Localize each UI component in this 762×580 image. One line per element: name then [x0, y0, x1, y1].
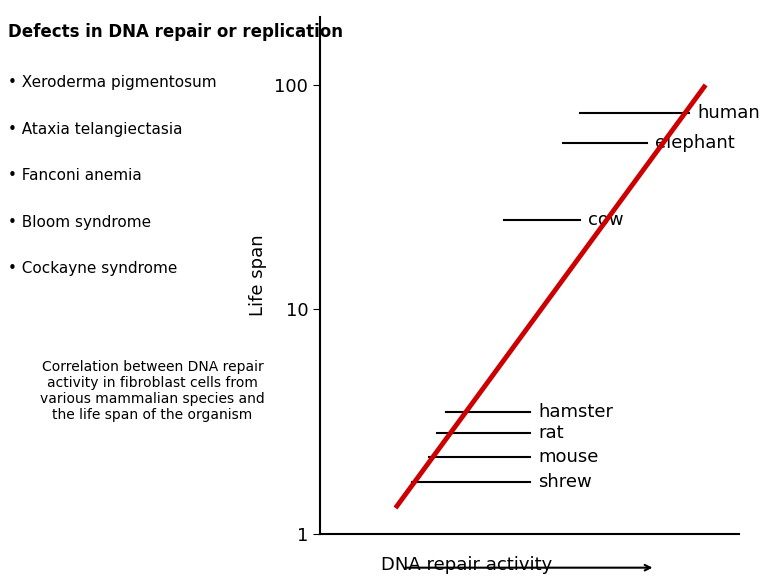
Text: rat: rat [538, 425, 564, 443]
Text: • Cockayne syndrome: • Cockayne syndrome [8, 261, 177, 276]
Text: • Ataxia telangiectasia: • Ataxia telangiectasia [8, 122, 182, 137]
Text: Correlation between DNA repair
activity in fibroblast cells from
various mammali: Correlation between DNA repair activity … [40, 360, 264, 422]
Text: shrew: shrew [538, 473, 592, 491]
Text: • Xeroderma pigmentosum: • Xeroderma pigmentosum [8, 75, 216, 90]
Text: mouse: mouse [538, 448, 598, 466]
Y-axis label: Life span: Life span [249, 235, 267, 316]
Text: elephant: elephant [655, 134, 735, 152]
Text: human: human [697, 104, 760, 122]
Text: hamster: hamster [538, 403, 613, 420]
Text: • Fanconi anemia: • Fanconi anemia [8, 168, 142, 183]
Text: cow: cow [588, 211, 624, 229]
Text: • Bloom syndrome: • Bloom syndrome [8, 215, 151, 230]
Text: Defects in DNA repair or replication: Defects in DNA repair or replication [8, 23, 343, 41]
Text: DNA repair activity: DNA repair activity [381, 556, 552, 574]
